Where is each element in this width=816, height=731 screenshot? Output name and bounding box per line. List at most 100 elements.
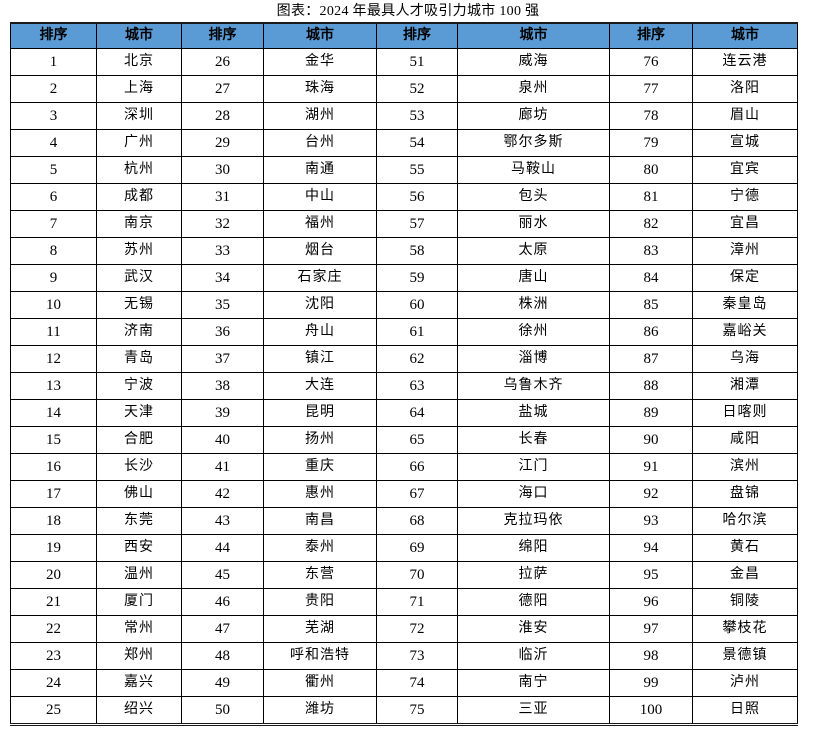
city-cell: 天津 bbox=[96, 399, 182, 427]
rank-cell: 63 bbox=[376, 372, 458, 400]
rank-cell: 7 bbox=[10, 210, 97, 238]
rank-cell: 38 bbox=[181, 372, 264, 400]
table-row: 18 东莞 43 南昌 68 克拉玛依 93 哈尔滨 bbox=[10, 507, 798, 535]
table-row: 21 厦门 46 贵阳 71 德阳 96 铜陵 bbox=[10, 588, 798, 616]
city-ranking-table: 排序 城市 排序 城市 排序 城市 排序 城市 1 北京 26 金华 51 威海 76 连云港… bbox=[10, 22, 798, 726]
table-row: 13 宁波 38 大连 63 乌鲁木齐 88 湘潭 bbox=[10, 372, 798, 400]
rank-cell: 14 bbox=[10, 399, 97, 427]
rank-cell: 23 bbox=[10, 642, 97, 670]
city-cell: 金华 bbox=[263, 48, 377, 76]
city-cell: 烟台 bbox=[263, 237, 377, 265]
city-cell: 日喀则 bbox=[692, 399, 798, 427]
table-row: 24 嘉兴 49 衢州 74 南宁 99 泸州 bbox=[10, 669, 798, 697]
column-header-rank-1: 排序 bbox=[10, 22, 97, 49]
rank-cell: 55 bbox=[376, 156, 458, 184]
city-cell: 太原 bbox=[457, 237, 610, 265]
rank-cell: 15 bbox=[10, 426, 97, 454]
city-cell: 南通 bbox=[263, 156, 377, 184]
rank-cell: 76 bbox=[609, 48, 693, 76]
city-cell: 东营 bbox=[263, 561, 377, 589]
rank-cell: 97 bbox=[609, 615, 693, 643]
rank-cell: 83 bbox=[609, 237, 693, 265]
rank-cell: 90 bbox=[609, 426, 693, 454]
rank-cell: 45 bbox=[181, 561, 264, 589]
rank-cell: 29 bbox=[181, 129, 264, 157]
city-cell: 拉萨 bbox=[457, 561, 610, 589]
city-cell: 深圳 bbox=[96, 102, 182, 130]
rank-cell: 3 bbox=[10, 102, 97, 130]
city-cell: 珠海 bbox=[263, 75, 377, 103]
rank-cell: 80 bbox=[609, 156, 693, 184]
city-cell: 洛阳 bbox=[692, 75, 798, 103]
table-row: 8 苏州 33 烟台 58 太原 83 漳州 bbox=[10, 237, 798, 265]
city-cell: 芜湖 bbox=[263, 615, 377, 643]
rank-cell: 96 bbox=[609, 588, 693, 616]
city-cell: 泰州 bbox=[263, 534, 377, 562]
city-cell: 三亚 bbox=[457, 696, 610, 725]
city-cell: 苏州 bbox=[96, 237, 182, 265]
city-cell: 乌鲁木齐 bbox=[457, 372, 610, 400]
city-cell: 景德镇 bbox=[692, 642, 798, 670]
city-cell: 佛山 bbox=[96, 480, 182, 508]
rank-cell: 92 bbox=[609, 480, 693, 508]
city-cell: 东莞 bbox=[96, 507, 182, 535]
city-cell: 温州 bbox=[96, 561, 182, 589]
city-cell: 唐山 bbox=[457, 264, 610, 292]
city-cell: 鄂尔多斯 bbox=[457, 129, 610, 157]
rank-cell: 8 bbox=[10, 237, 97, 265]
column-header-rank-3: 排序 bbox=[376, 22, 458, 49]
column-header-city-3: 城市 bbox=[457, 22, 610, 49]
city-cell: 厦门 bbox=[96, 588, 182, 616]
table-row: 7 南京 32 福州 57 丽水 82 宜昌 bbox=[10, 210, 798, 238]
city-cell: 绵阳 bbox=[457, 534, 610, 562]
rank-cell: 84 bbox=[609, 264, 693, 292]
city-cell: 漳州 bbox=[692, 237, 798, 265]
city-cell: 宜昌 bbox=[692, 210, 798, 238]
city-cell: 重庆 bbox=[263, 453, 377, 481]
city-cell: 台州 bbox=[263, 129, 377, 157]
column-header-city-1: 城市 bbox=[96, 22, 182, 49]
rank-cell: 72 bbox=[376, 615, 458, 643]
table-body: 1 北京 26 金华 51 威海 76 连云港 2 上海 27 珠海 52 泉州 77 洛阳 3 深圳 28 湖州 53… bbox=[10, 48, 798, 725]
table-row: 10 无锡 35 沈阳 60 株洲 85 秦皇岛 bbox=[10, 291, 798, 319]
rank-cell: 59 bbox=[376, 264, 458, 292]
table-row: 3 深圳 28 湖州 53 廊坊 78 眉山 bbox=[10, 102, 798, 130]
rank-cell: 31 bbox=[181, 183, 264, 211]
city-cell: 盘锦 bbox=[692, 480, 798, 508]
city-cell: 盐城 bbox=[457, 399, 610, 427]
city-cell: 马鞍山 bbox=[457, 156, 610, 184]
rank-cell: 57 bbox=[376, 210, 458, 238]
rank-cell: 33 bbox=[181, 237, 264, 265]
city-cell: 湘潭 bbox=[692, 372, 798, 400]
city-cell: 成都 bbox=[96, 183, 182, 211]
rank-cell: 98 bbox=[609, 642, 693, 670]
rank-cell: 89 bbox=[609, 399, 693, 427]
rank-cell: 70 bbox=[376, 561, 458, 589]
column-header-rank-2: 排序 bbox=[181, 22, 264, 49]
city-cell: 秦皇岛 bbox=[692, 291, 798, 319]
column-header-city-4: 城市 bbox=[692, 22, 798, 49]
table-row: 11 济南 36 舟山 61 徐州 86 嘉峪关 bbox=[10, 318, 798, 346]
city-cell: 杭州 bbox=[96, 156, 182, 184]
city-cell: 淮安 bbox=[457, 615, 610, 643]
rank-cell: 69 bbox=[376, 534, 458, 562]
rank-cell: 52 bbox=[376, 75, 458, 103]
city-cell: 武汉 bbox=[96, 264, 182, 292]
rank-cell: 26 bbox=[181, 48, 264, 76]
city-cell: 惠州 bbox=[263, 480, 377, 508]
rank-cell: 41 bbox=[181, 453, 264, 481]
rank-cell: 43 bbox=[181, 507, 264, 535]
rank-cell: 30 bbox=[181, 156, 264, 184]
rank-cell: 40 bbox=[181, 426, 264, 454]
city-cell: 江门 bbox=[457, 453, 610, 481]
rank-cell: 61 bbox=[376, 318, 458, 346]
rank-cell: 94 bbox=[609, 534, 693, 562]
city-cell: 铜陵 bbox=[692, 588, 798, 616]
rank-cell: 67 bbox=[376, 480, 458, 508]
city-cell: 常州 bbox=[96, 615, 182, 643]
city-cell: 镇江 bbox=[263, 345, 377, 373]
rank-cell: 99 bbox=[609, 669, 693, 697]
city-cell: 湖州 bbox=[263, 102, 377, 130]
rank-cell: 6 bbox=[10, 183, 97, 211]
city-cell: 淄博 bbox=[457, 345, 610, 373]
